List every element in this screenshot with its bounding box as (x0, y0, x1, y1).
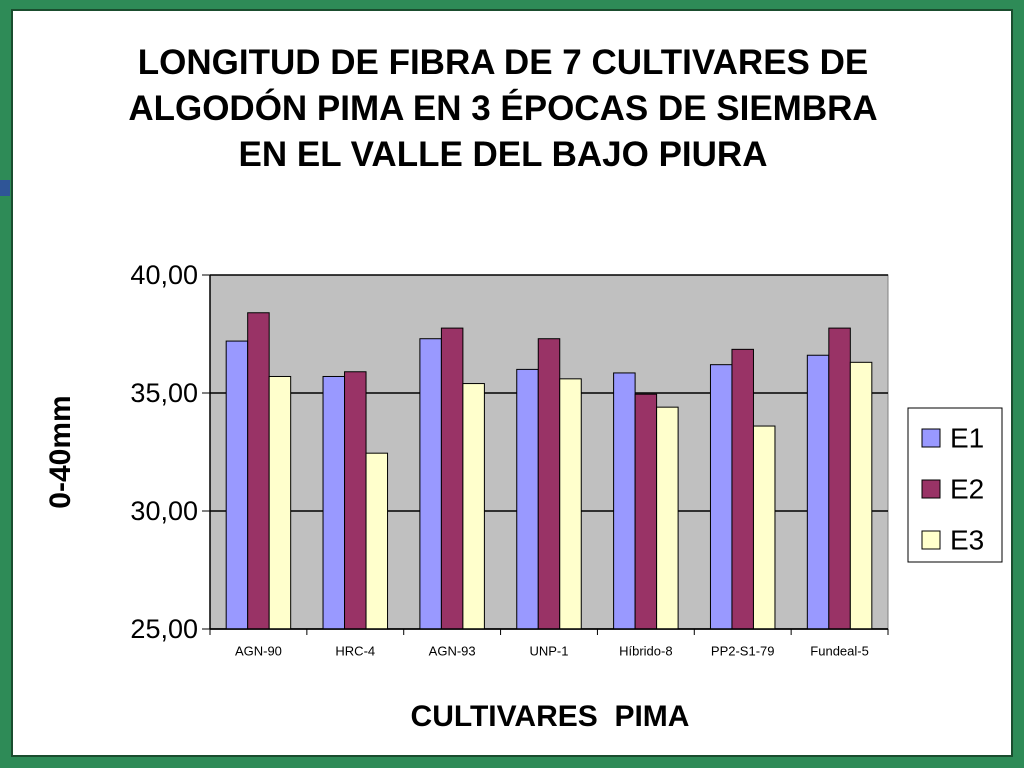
y-tick-label: 35,00 (130, 378, 198, 408)
x-tick-label: Híbrido-8 (619, 643, 672, 658)
bar (537, 338, 561, 630)
legend-label: E2 (950, 473, 984, 504)
chart-title: LONGITUD DE FIBRA DE 7 CULTIVARES DE ALG… (128, 43, 878, 174)
legend-swatch (921, 479, 941, 499)
x-axis-label: CULTIVARES PIMA (411, 700, 690, 733)
legend-label: E1 (950, 422, 984, 453)
bar (225, 340, 249, 630)
bar (656, 406, 679, 630)
x-tick-label: AGN-93 (429, 643, 476, 658)
bar (709, 364, 733, 630)
bar (634, 393, 658, 630)
bar (419, 338, 442, 630)
bar (462, 383, 485, 630)
side-tab (0, 180, 10, 196)
bar (752, 425, 776, 630)
y-tick-label: 25,00 (130, 614, 198, 644)
bar (806, 354, 830, 630)
bar (731, 348, 754, 630)
bar (268, 375, 292, 630)
bar (828, 327, 851, 630)
bar (516, 368, 539, 630)
bar (365, 452, 389, 630)
x-tick-label: AGN-90 (235, 643, 282, 658)
bar (559, 378, 582, 630)
x-tick-label: Fundeal-5 (810, 643, 869, 658)
y-tick-label: 40,00 (130, 260, 198, 290)
x-tick-label: PP2-S1-79 (711, 643, 775, 658)
legend-swatch (921, 530, 941, 550)
legend-label: E3 (950, 524, 984, 555)
bar (440, 327, 464, 630)
y-tick-label: 30,00 (130, 496, 198, 526)
bar (344, 371, 367, 630)
y-axis-label: 0-40mm (44, 395, 77, 508)
bar (849, 361, 873, 630)
bar (322, 375, 346, 630)
legend-swatch (921, 428, 941, 448)
bar (247, 312, 270, 630)
x-tick-label: UNP-1 (529, 643, 568, 658)
bar (613, 372, 636, 630)
x-tick-label: HRC-4 (335, 643, 375, 658)
